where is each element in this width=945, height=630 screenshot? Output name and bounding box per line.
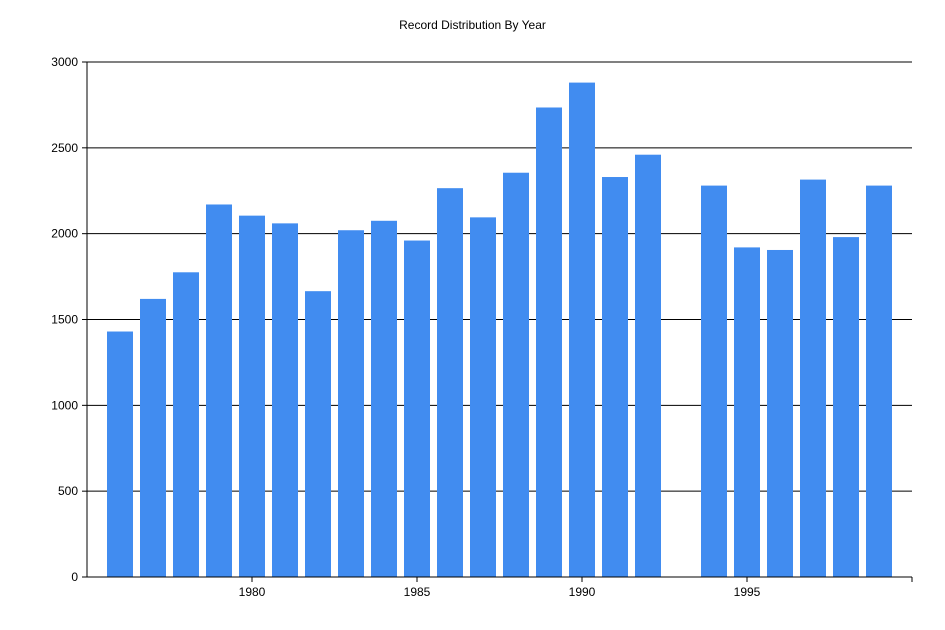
x-tick-label: 1985 bbox=[404, 585, 431, 599]
y-tick-label: 2000 bbox=[51, 227, 78, 241]
bar-1984 bbox=[371, 220, 397, 577]
bar-1981 bbox=[272, 223, 298, 577]
bar-1979 bbox=[206, 204, 232, 577]
bar-1998 bbox=[833, 237, 859, 577]
bar-1985 bbox=[404, 240, 430, 578]
bar-1996 bbox=[767, 249, 793, 577]
x-tick-label: 1990 bbox=[569, 585, 596, 599]
chart-title: Record Distribution By Year bbox=[399, 18, 546, 32]
y-tick-label: 1000 bbox=[51, 398, 78, 412]
bar-1980 bbox=[239, 215, 265, 577]
bar-1977 bbox=[140, 298, 166, 577]
y-tick-label: 3000 bbox=[51, 55, 78, 69]
x-tick-label: 1980 bbox=[239, 585, 266, 599]
bar-1978 bbox=[173, 272, 199, 577]
y-tick-label: 1500 bbox=[51, 313, 78, 327]
bar-1992 bbox=[635, 154, 661, 577]
bar-1982 bbox=[305, 291, 331, 577]
bar-1995 bbox=[734, 247, 760, 577]
axes: 0 500 1000 1500 2000 2500 3000 1980 1985 1990 1995 bbox=[51, 55, 913, 599]
bar-1997 bbox=[800, 179, 826, 577]
bar-1994 bbox=[701, 185, 727, 577]
y-tick-label: 500 bbox=[58, 484, 78, 498]
bar-1990 bbox=[569, 82, 595, 577]
bar-1987 bbox=[470, 217, 496, 577]
bar-1988 bbox=[503, 172, 529, 577]
bar-1983 bbox=[338, 230, 364, 577]
bar-1986 bbox=[437, 188, 463, 578]
bar-1991 bbox=[602, 177, 628, 577]
x-tick-label: 1995 bbox=[734, 585, 761, 599]
y-tick-label: 0 bbox=[71, 570, 78, 584]
bar-1999 bbox=[866, 185, 892, 577]
bar-1989 bbox=[536, 107, 562, 577]
bar-1976 bbox=[107, 331, 133, 577]
y-tick-label: 2500 bbox=[51, 141, 78, 155]
bars bbox=[107, 82, 892, 578]
